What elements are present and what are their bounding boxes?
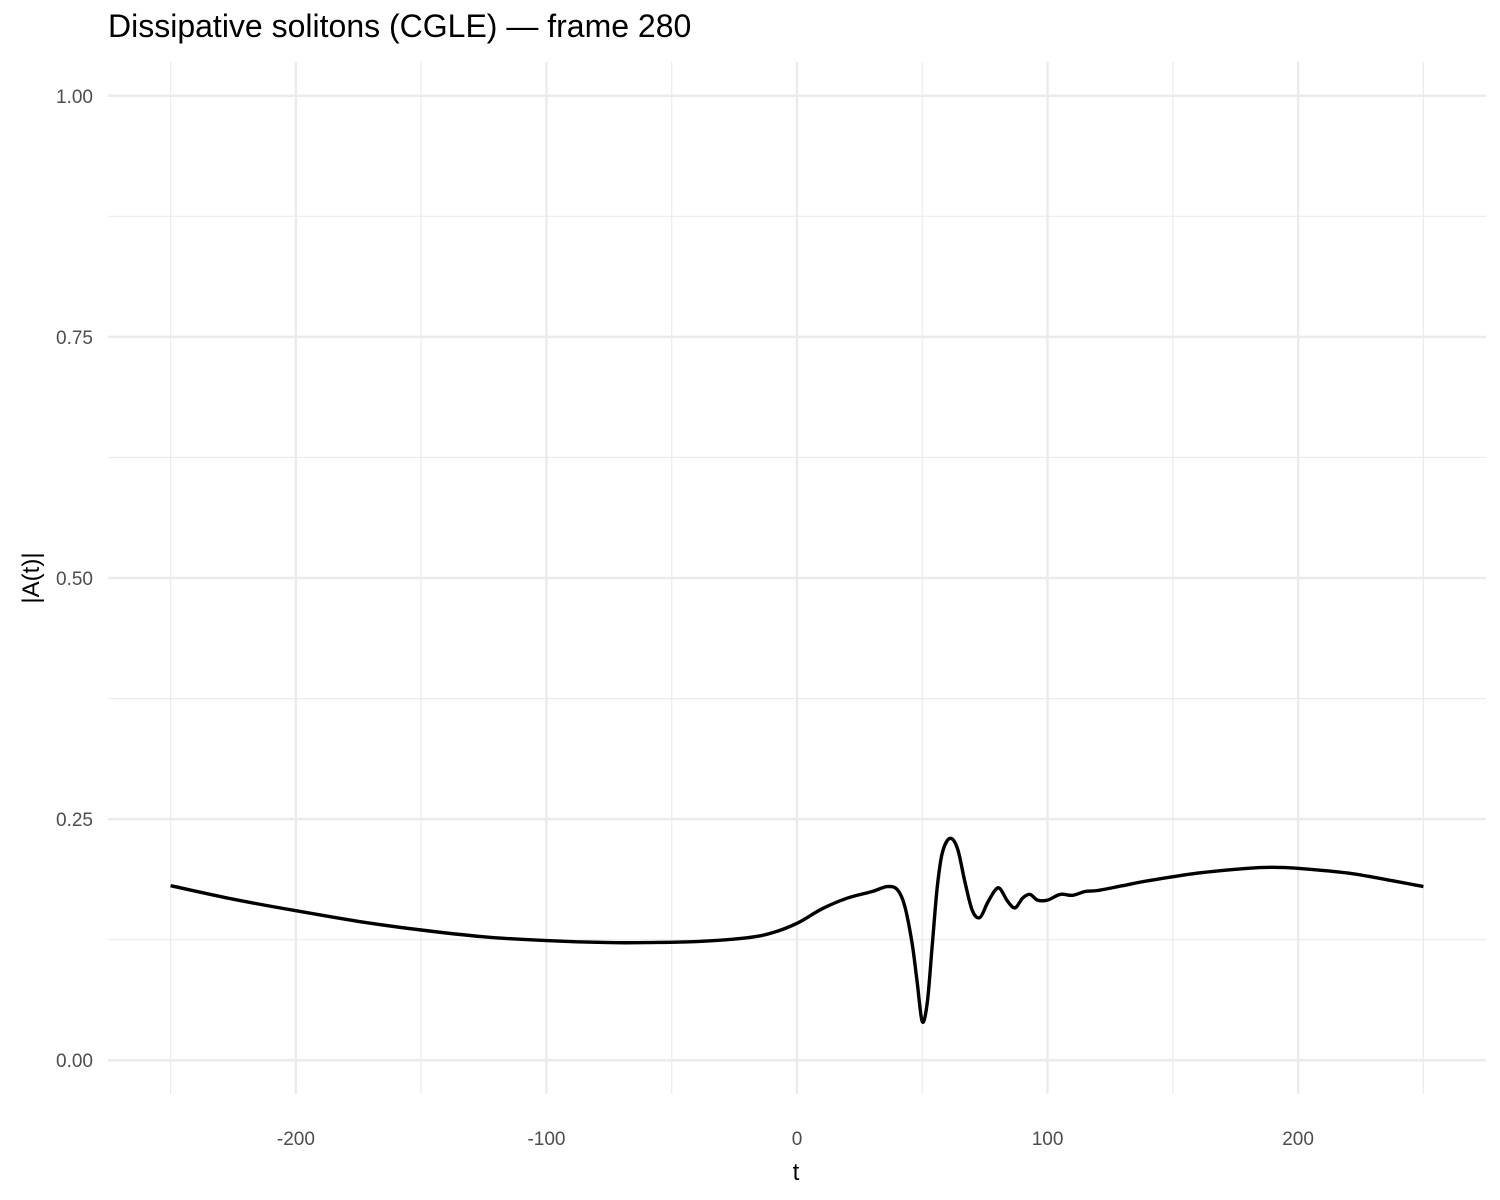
x-axis-ticks: -200 -100 0 100 200 — [277, 1129, 1314, 1150]
x-tick-label: -100 — [527, 1129, 565, 1150]
y-axis-ticks: 0.00 0.25 0.50 0.75 1.00 — [56, 87, 93, 1072]
x-tick-label: 200 — [1282, 1129, 1314, 1150]
y-tick-label: 0.25 — [56, 810, 93, 831]
series-layer — [170, 836, 1424, 1025]
x-tick-label: -200 — [277, 1129, 315, 1150]
y-axis-title: |A(t)| — [18, 552, 45, 603]
y-tick-label: 0.75 — [56, 328, 93, 349]
y-tick-label: 1.00 — [56, 87, 93, 108]
series-line — [170, 836, 1424, 1025]
x-tick-label: 100 — [1032, 1129, 1064, 1150]
x-axis-title: t — [793, 1159, 800, 1186]
y-tick-label: 0.50 — [56, 569, 93, 590]
chart-title: Dissipative solitons (CGLE) — frame 280 — [108, 8, 692, 44]
x-tick-label: 0 — [792, 1129, 803, 1150]
major-gridlines — [108, 62, 1486, 1094]
y-tick-label: 0.00 — [56, 1051, 93, 1072]
